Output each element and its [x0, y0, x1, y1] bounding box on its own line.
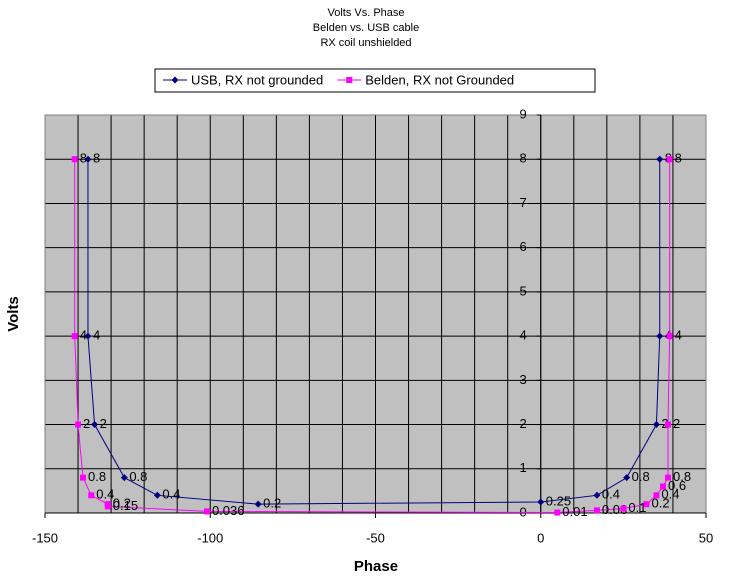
legend — [154, 68, 596, 93]
data-label: 0.2 — [263, 496, 281, 511]
y-tick-label: 1 — [520, 460, 527, 475]
marker — [656, 155, 664, 163]
data-label: 8 — [80, 151, 87, 166]
marker — [666, 156, 673, 163]
marker — [554, 509, 561, 516]
data-label: 0.1 — [628, 500, 646, 515]
marker — [652, 421, 660, 429]
y-tick-label: 9 — [520, 106, 527, 121]
legend-label: USB, RX not grounded — [191, 72, 323, 87]
data-label: 0.2 — [113, 496, 131, 511]
series-line — [87, 159, 661, 505]
data-label: 0.4 — [602, 487, 620, 502]
data-label: 0.2 — [652, 496, 670, 511]
marker — [653, 492, 660, 499]
data-label: 0.06 — [602, 502, 627, 517]
marker — [91, 421, 99, 429]
chart-title: Volts Vs. Phase — [327, 7, 404, 19]
data-label: 0.036 — [212, 503, 245, 518]
data-label: 0.15 — [113, 498, 138, 513]
x-tick-label: 50 — [699, 530, 713, 545]
chart-subtitle: Belden vs. USB cable — [313, 22, 419, 34]
x-tick-label: -50 — [366, 530, 385, 545]
data-label: 0.8 — [88, 469, 106, 484]
marker — [75, 421, 82, 428]
data-label: 8 — [93, 151, 100, 166]
marker — [71, 333, 78, 340]
marker — [593, 507, 600, 514]
x-tick-label: 0 — [537, 530, 544, 545]
y-tick-label: 0 — [520, 504, 527, 519]
y-tick-label: 5 — [520, 283, 527, 298]
marker — [660, 483, 667, 490]
data-label: 0.4 — [661, 487, 679, 502]
marker — [71, 156, 78, 163]
marker — [643, 501, 650, 508]
data-label: 2 — [673, 416, 680, 431]
data-label: 4 — [93, 328, 100, 343]
data-label: 2 — [100, 416, 107, 431]
data-label: 4 — [675, 328, 682, 343]
chart-subtitle: RX coil unshielded — [320, 37, 411, 49]
y-axis-label: Volts — [5, 296, 22, 332]
data-label: 0.6 — [668, 478, 686, 493]
marker — [254, 500, 262, 508]
legend-marker — [171, 76, 179, 84]
data-label: 0.8 — [673, 469, 691, 484]
data-label: 4 — [80, 328, 87, 343]
x-tick-label: -150 — [32, 530, 58, 545]
data-label: 0.4 — [96, 487, 114, 502]
data-label: 0.01 — [562, 504, 587, 519]
marker — [104, 503, 111, 510]
marker — [120, 474, 128, 482]
data-label: 2 — [83, 416, 90, 431]
marker — [620, 505, 627, 512]
data-label: 0.25 — [546, 493, 571, 508]
marker — [80, 474, 87, 481]
marker — [153, 491, 161, 499]
x-tick-label: -100 — [197, 530, 223, 545]
y-tick-label: 4 — [520, 328, 527, 343]
y-tick-label: 7 — [520, 195, 527, 210]
x-axis-label: Phase — [354, 558, 398, 575]
marker — [84, 155, 92, 163]
marker — [656, 332, 664, 340]
legend-label: Belden, RX not Grounded — [365, 72, 514, 87]
marker — [623, 474, 631, 482]
y-tick-label: 2 — [520, 416, 527, 431]
y-tick-label: 3 — [520, 372, 527, 387]
series-line — [74, 159, 671, 514]
marker — [666, 333, 673, 340]
data-label: 0.8 — [632, 469, 650, 484]
data-label: 0.8 — [129, 469, 147, 484]
marker — [84, 332, 92, 340]
y-tick-label: 8 — [520, 151, 527, 166]
marker — [88, 492, 95, 499]
data-label: 0.4 — [162, 487, 180, 502]
marker — [593, 491, 601, 499]
marker — [537, 498, 545, 506]
data-label: 8 — [675, 151, 682, 166]
y-tick-label: 6 — [520, 239, 527, 254]
marker — [664, 421, 671, 428]
legend-marker — [346, 77, 353, 83]
marker — [664, 474, 671, 481]
marker — [203, 508, 210, 515]
